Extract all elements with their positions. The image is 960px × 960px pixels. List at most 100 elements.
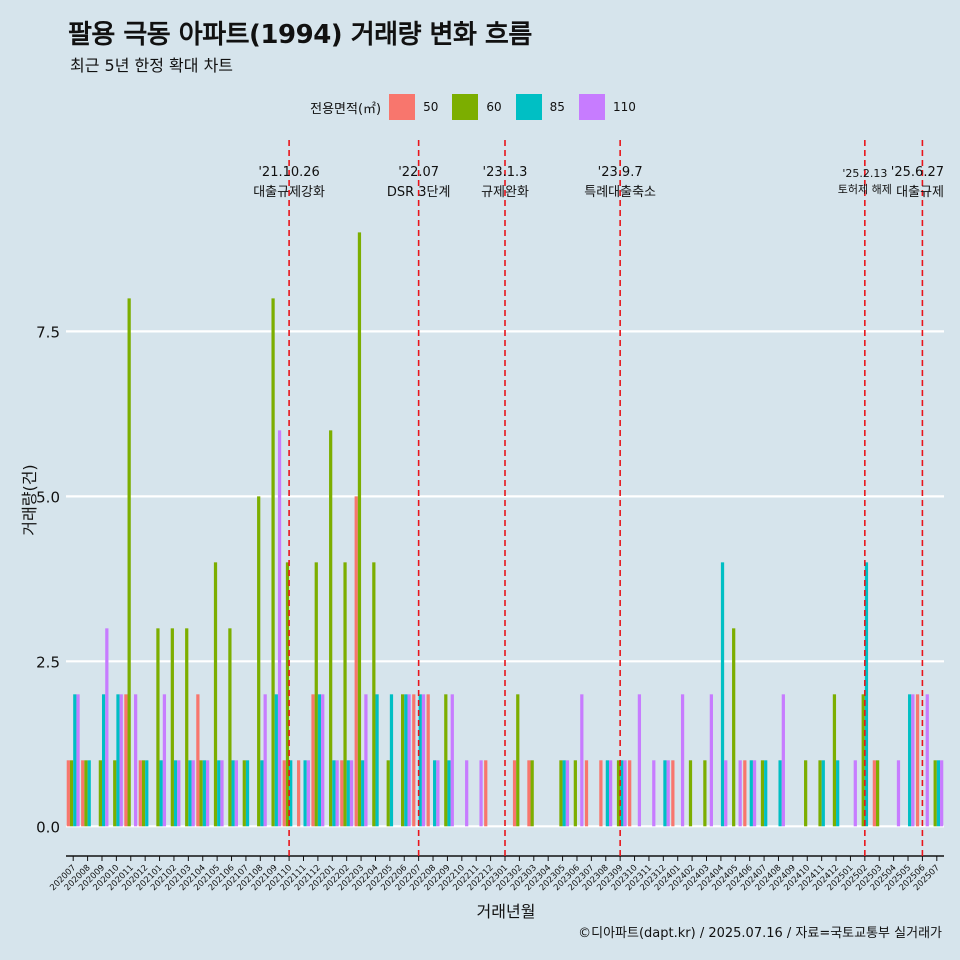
bar-202110-50	[282, 760, 286, 827]
bar-202112-85	[317, 694, 322, 827]
bar-202507-110	[940, 760, 944, 827]
bar-202011-110	[134, 694, 138, 827]
event-date-label: '25.2.13	[842, 167, 887, 180]
bar-202112-110	[321, 694, 325, 827]
bar-202104-60	[199, 760, 203, 827]
bar-202502-85	[864, 562, 869, 827]
bar-202109-110	[277, 430, 282, 827]
bar-202408-110	[781, 694, 785, 827]
bar-202207-50	[412, 694, 416, 827]
bar-202106-110	[234, 760, 239, 827]
bar-202104-110	[205, 760, 210, 827]
bar-202007-50	[66, 760, 70, 827]
bar-202201-60	[329, 430, 333, 827]
legend-label-60: 60	[486, 100, 502, 114]
bar-202112-50	[311, 694, 315, 827]
event-date-label: '23.1.3	[483, 165, 528, 180]
bar-202410-60	[804, 760, 808, 827]
bar-202412-60	[832, 694, 837, 827]
bar-202312-85	[663, 760, 667, 827]
bar-202111-110	[306, 760, 310, 827]
bar-202406-50	[743, 760, 747, 827]
bar-202503-60	[875, 760, 880, 827]
bar-202506-50	[915, 694, 920, 827]
bar-202406-85	[749, 760, 753, 827]
bar-202008-85	[87, 760, 91, 827]
bar-202204-85	[375, 694, 379, 827]
bar-202505-110	[911, 694, 915, 827]
bar-202412-85	[836, 760, 840, 827]
bar-202111-50	[297, 760, 301, 827]
bar-202104-50	[196, 694, 200, 827]
bar-202404-110	[724, 760, 728, 827]
bar-202103-85	[188, 760, 192, 827]
bar-202504-110	[896, 760, 901, 827]
bar-202012-50	[138, 760, 142, 827]
bar-202009-110	[105, 628, 109, 827]
bar-202309-60	[616, 760, 621, 827]
event-date-label: '23.9.7	[598, 165, 643, 180]
bar-202401-110	[680, 694, 685, 827]
bar-202405-60	[732, 628, 736, 827]
bar-202312-110	[666, 760, 670, 827]
bar-202405-110	[738, 760, 742, 827]
bar-202209-60	[444, 694, 448, 827]
bar-202305-60	[559, 760, 563, 827]
bar-202009-60	[98, 760, 102, 827]
bar-202407-60	[760, 760, 765, 827]
bar-202311-110	[652, 760, 656, 827]
bar-202404-85	[720, 562, 725, 827]
bar-202211-110	[479, 760, 483, 827]
bar-202009-85	[101, 694, 106, 827]
bar-202207-110	[421, 694, 426, 827]
bar-202108-110	[263, 694, 267, 827]
bar-202012-60	[141, 760, 146, 827]
bar-202007-60	[69, 760, 74, 827]
bar-202107-60	[242, 760, 246, 827]
bar-202308-85	[605, 760, 609, 827]
bar-202505-85	[908, 694, 912, 827]
bar-202209-85	[447, 760, 451, 827]
bar-202308-50	[599, 760, 603, 827]
bar-202007-110	[76, 694, 80, 827]
event-name-label: DSR 3단계	[387, 185, 451, 200]
bar-202202-110	[349, 760, 354, 827]
bar-202203-85	[361, 760, 365, 827]
bar-202011-50	[124, 694, 128, 827]
bar-202208-50	[426, 694, 430, 827]
bar-202210-110	[465, 760, 469, 827]
bar-202007-85	[73, 694, 77, 827]
bar-202401-50	[671, 760, 675, 827]
bar-202102-85	[173, 760, 178, 827]
bar-202507-85	[936, 760, 941, 827]
bar-202010-85	[116, 694, 120, 827]
bar-202305-110	[565, 760, 570, 827]
bar-202205-85	[389, 694, 394, 827]
y-tick-label: 7.5	[36, 323, 60, 341]
bar-202202-60	[343, 562, 347, 827]
bar-202108-60	[257, 496, 261, 827]
bar-202502-60	[861, 694, 865, 827]
bar-202105-85	[217, 760, 221, 827]
event-name-label: 규제완화	[481, 185, 529, 200]
y-axis-label: 거래량(건)	[20, 464, 39, 536]
x-axis-label: 거래년월	[476, 902, 536, 921]
bar-202402-60	[688, 760, 693, 827]
bar-202206-110	[407, 694, 411, 827]
legend-label-85: 85	[549, 100, 565, 114]
bar-202008-50	[81, 760, 85, 827]
bar-202010-110	[119, 694, 123, 827]
bar-202408-85	[778, 760, 782, 827]
bar-202106-60	[228, 628, 232, 827]
bar-202503-50	[872, 760, 876, 827]
bar-202105-110	[220, 760, 224, 827]
bar-202501-110	[853, 760, 857, 827]
event-name-label: 대출규제강화	[253, 185, 325, 200]
bar-202008-60	[84, 760, 88, 827]
bar-202411-85	[821, 760, 825, 827]
legend-swatch-85	[515, 94, 542, 120]
bar-202108-85	[260, 760, 264, 827]
bar-202203-60	[357, 232, 362, 827]
